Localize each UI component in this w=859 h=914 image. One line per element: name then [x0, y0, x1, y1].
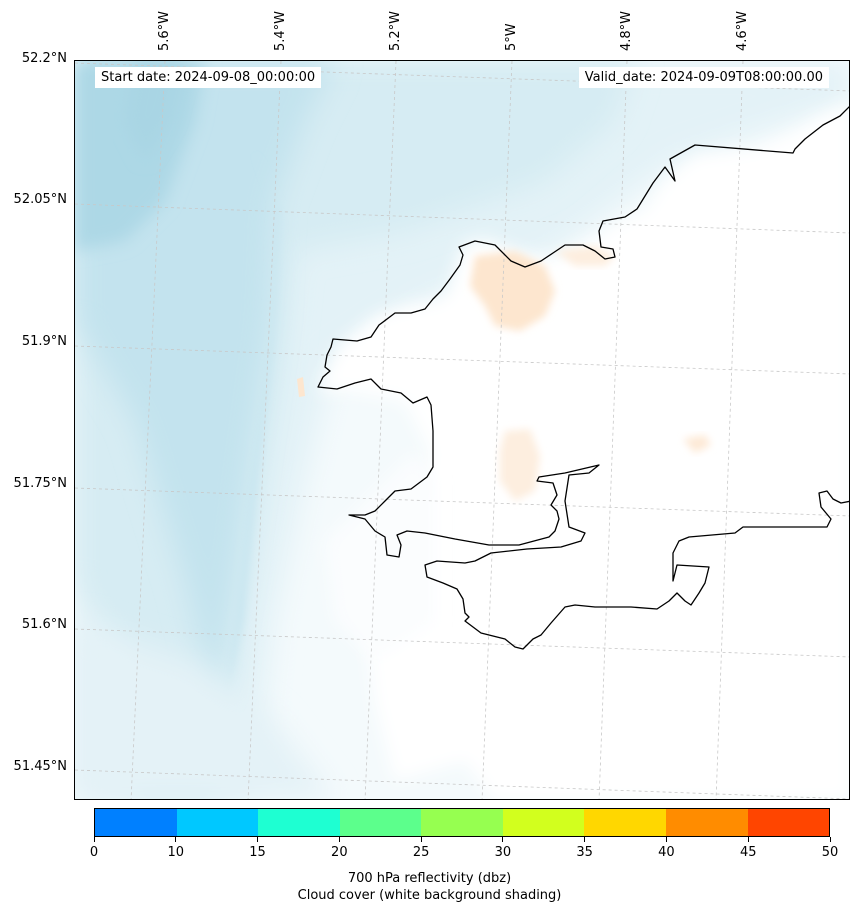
colorbar-tick: [420, 837, 422, 842]
colorbar-segment: [502, 809, 585, 836]
colorbar-title: 700 hPa reflectivity (dbz): [347, 871, 512, 886]
map-canvas: [75, 61, 849, 799]
colorbar-tick: [338, 837, 340, 842]
colorbar-tick: [257, 837, 259, 842]
colorbar-tick: [175, 837, 177, 842]
lon-label-5-4w: 5.4°W: [273, 10, 288, 51]
colorbar-segment: [95, 809, 177, 836]
valid-date-label: Valid_date: 2024-09-09T08:00:00.00: [578, 67, 829, 88]
colorbar-tick: [665, 837, 667, 842]
lon-label-5-6w: 5.6°W: [157, 10, 172, 51]
colorbar-segment: [258, 809, 340, 836]
colorbar-tick: [502, 837, 504, 842]
colorbar-segment: [339, 809, 422, 836]
lat-label-51-9: 51.9°N: [21, 334, 67, 349]
lon-label-5w: 5°W: [504, 23, 519, 51]
lat-label-51-6: 51.6°N: [21, 617, 67, 632]
colorbar-tick-label: 35: [576, 845, 593, 860]
colorbar-tick-label: 25: [412, 845, 430, 860]
colorbar-tick-label: 15: [249, 845, 266, 860]
colorbar-segment: [421, 809, 503, 836]
colorbar-tick: [584, 837, 586, 842]
map-panel: [74, 60, 850, 800]
lat-label-51-45: 51.45°N: [13, 759, 67, 774]
colorbar-segment: [584, 809, 666, 836]
lon-label-5-2w: 5.2°W: [388, 10, 403, 51]
lon-label-4-6w: 4.6°W: [735, 10, 750, 51]
colorbar-tick-label: 0: [89, 845, 99, 860]
reflectivity-shading: [297, 246, 711, 501]
cloud-cover-shading: [75, 61, 849, 799]
lat-label-51-75: 51.75°N: [13, 476, 67, 491]
colorbar-subtitle: Cloud cover (white background shading): [297, 888, 562, 903]
colorbar-tick-label: 30: [494, 845, 512, 860]
colorbar-tick: [829, 837, 831, 842]
lon-label-4-8w: 4.8°W: [619, 10, 634, 51]
coastline: [317, 106, 849, 650]
lat-label-52-2: 52.2°N: [21, 51, 67, 66]
colorbar-segment: [176, 809, 259, 836]
colorbar-segment: [665, 809, 748, 836]
colorbar-tick-label: 10: [167, 845, 185, 860]
start-date-label: Start date: 2024-09-08_00:00:00: [95, 67, 322, 88]
colorbar-tick: [93, 837, 95, 842]
colorbar: [94, 808, 830, 837]
colorbar-segment: [747, 809, 830, 836]
colorbar-tick-label: 45: [739, 845, 757, 860]
colorbar-tick-label: 20: [331, 845, 348, 860]
lat-label-52-05: 52.05°N: [13, 192, 67, 207]
colorbar-tick-label: 50: [821, 845, 839, 860]
colorbar-tick-label: 40: [658, 845, 675, 860]
colorbar-tick: [747, 837, 749, 842]
